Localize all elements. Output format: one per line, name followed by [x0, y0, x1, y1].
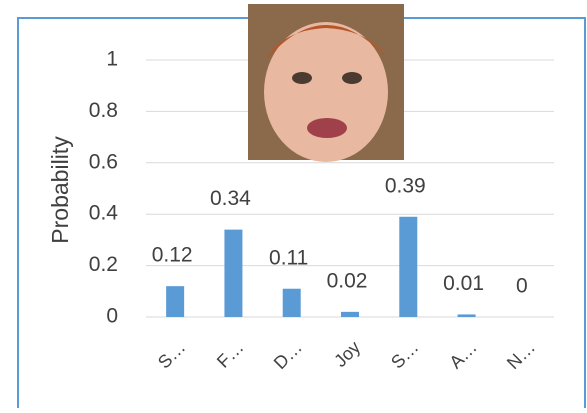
bar [399, 217, 417, 317]
data-label: 0.12 [152, 244, 193, 267]
photo [248, 4, 404, 162]
bar [166, 286, 184, 317]
photo-eye [342, 72, 362, 84]
y-tick-label: 1 [106, 48, 118, 71]
y-tick-label: 0.4 [89, 202, 119, 225]
data-label: 0.34 [210, 187, 251, 210]
data-label: 0 [516, 275, 528, 298]
bar [458, 314, 476, 317]
y-tick-label: 0.8 [89, 99, 118, 122]
bar [283, 289, 301, 317]
data-label: 0.01 [443, 272, 484, 295]
photo-eye [292, 72, 312, 84]
photo-mouth [307, 118, 347, 138]
chart: Probability 00.20.40.60.81S…0.12F…0.34D…… [0, 0, 587, 408]
bar [341, 312, 359, 317]
y-tick-label: 0 [106, 305, 118, 328]
data-label: 0.11 [269, 246, 308, 269]
y-tick-label: 0.6 [89, 150, 118, 173]
y-tick-label: 0.2 [89, 253, 118, 276]
data-label: 0.39 [385, 174, 426, 197]
bar [224, 230, 242, 317]
data-label: 0.02 [327, 269, 368, 292]
y-axis-label: Probability [47, 136, 73, 244]
